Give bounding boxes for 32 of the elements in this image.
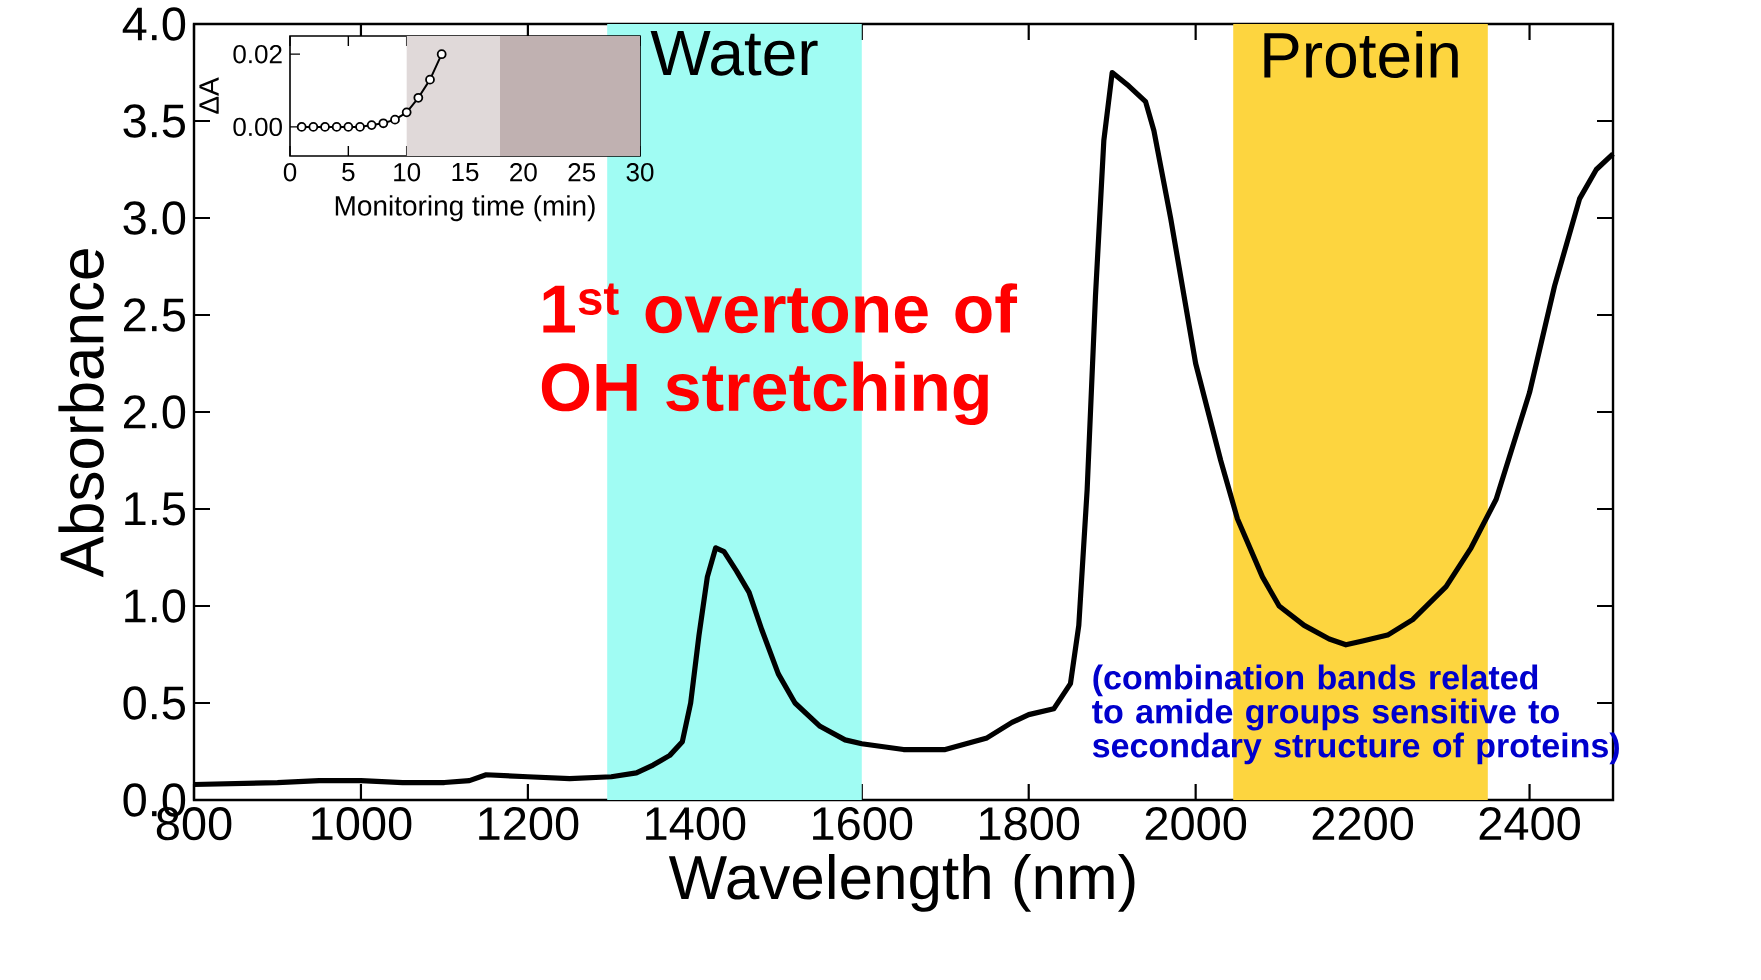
y-tick-label: 0.02 [233, 44, 282, 64]
x-tick-label: 25 [568, 163, 596, 182]
x-axis-title: Wavelength (nm) [668, 853, 1135, 912]
y-axis-title: Absorbance [58, 249, 104, 578]
annotation: 1$^{st}$ overtone of OH stretching [541, 283, 1018, 426]
x-tick-label: 1200 [479, 807, 579, 841]
y-tick-label: 1.0 [125, 589, 186, 623]
x-tick-label: 1000 [312, 807, 412, 841]
y-tick-label: 0.5 [123, 686, 185, 720]
y-tick-label: 2.0 [124, 395, 186, 429]
y-tick-label: 4.0 [122, 7, 186, 41]
x-tick-label: 30 [626, 163, 654, 182]
x-axis-title: Monitoring time (min) [335, 195, 595, 222]
y-tick-label: 0.00 [233, 117, 282, 137]
x-tick-label: 1400 [646, 807, 746, 841]
x-tick-label: 5 [342, 163, 355, 182]
y-tick-label: 3.0 [123, 201, 186, 235]
y-tick-label: 2.5 [124, 298, 185, 332]
band-label: Water [650, 31, 818, 76]
y-axis-title: ΔA [199, 77, 219, 114]
x-tick-label: 2400 [1479, 807, 1580, 841]
x-tick-label: 10 [394, 163, 421, 182]
x-tick-label: 0 [283, 163, 297, 182]
y-tick-label: 1.5 [125, 492, 185, 526]
x-tick-label: 2000 [1145, 807, 1247, 841]
x-tick-label: 15 [452, 163, 479, 182]
x-tick-label: 1800 [980, 807, 1080, 841]
x-tick-label: 2200 [1312, 807, 1414, 841]
band-label: Protein [1264, 31, 1458, 79]
x-tick-label: 1600 [813, 807, 913, 841]
x-tick-label: 20 [510, 163, 537, 182]
y-tick-label: 3.5 [123, 104, 185, 138]
